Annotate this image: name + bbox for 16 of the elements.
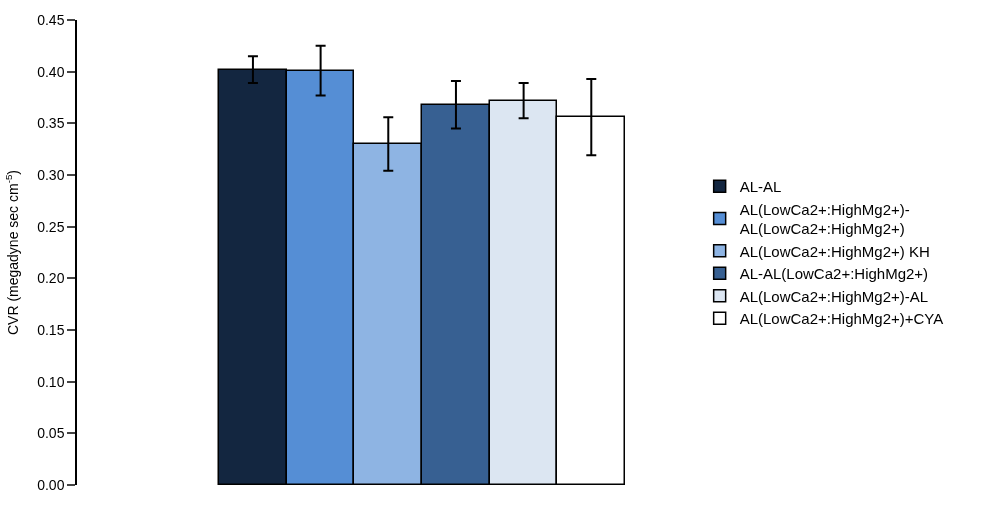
y-tick-label: 0.25 (37, 218, 65, 235)
legend-label: AL-AL(LowCa2+:HighMg2+) (739, 265, 929, 283)
legend-label: AL-AL (739, 178, 782, 196)
legend-label: AL(LowCa2+:HighMg2+)+CYA (739, 310, 944, 328)
y-tick-label: 0.10 (37, 373, 65, 390)
y-tick-label: 0.00 (37, 476, 65, 493)
y-tick-label: 0.05 (37, 425, 65, 442)
y-tick-label: 0.40 (37, 63, 65, 80)
legend-label: AL(LowCa2+:HighMg2+)-AL (739, 287, 929, 305)
y-tick-label: 0.20 (37, 270, 65, 287)
y-tick-label: 0.35 (37, 115, 65, 132)
legend-label: AL(LowCa2+:HighMg2+) KH (739, 242, 930, 260)
y-tick-label: 0.45 (37, 11, 65, 28)
y-tick-label: 0.15 (37, 321, 65, 338)
y-tick-label: 0.30 (37, 166, 65, 183)
legend-label: AL(LowCa2+:HighMg2+)-AL(LowCa2+:HighMg2+) (739, 200, 910, 238)
